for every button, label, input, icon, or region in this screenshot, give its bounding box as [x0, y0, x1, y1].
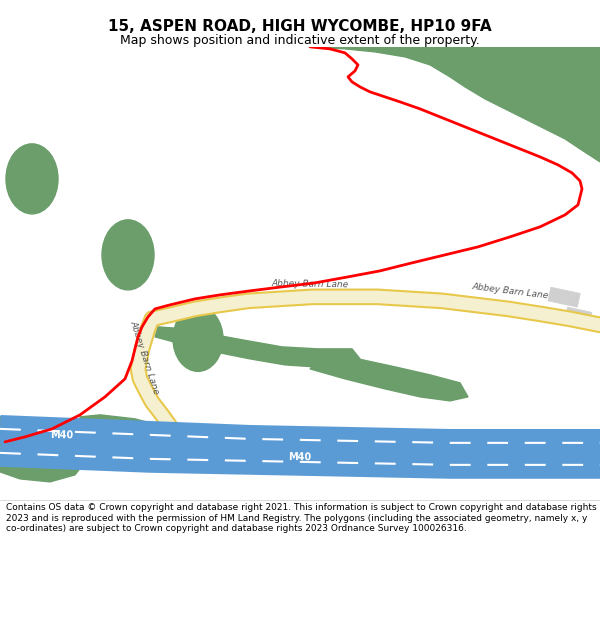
Polygon shape [580, 47, 600, 67]
Ellipse shape [102, 220, 154, 290]
Text: Abbey Barn Lane: Abbey Barn Lane [129, 319, 161, 395]
Bar [228, 296, 242, 305]
Polygon shape [155, 327, 360, 367]
Text: M40: M40 [289, 452, 311, 462]
Text: Contains OS data © Crown copyright and database right 2021. This information is : Contains OS data © Crown copyright and d… [6, 503, 596, 533]
Bar [548, 287, 580, 307]
Text: Abbey Barn Lane: Abbey Barn Lane [471, 282, 549, 301]
Text: 15, ASPEN ROAD, HIGH WYCOMBE, HP10 9FA: 15, ASPEN ROAD, HIGH WYCOMBE, HP10 9FA [108, 19, 492, 34]
Polygon shape [310, 355, 468, 401]
Text: Map shows position and indicative extent of the property.: Map shows position and indicative extent… [120, 34, 480, 47]
Polygon shape [0, 417, 85, 482]
Bar [565, 307, 592, 324]
Ellipse shape [6, 144, 58, 214]
Text: M40: M40 [50, 429, 74, 440]
Bar [250, 299, 261, 307]
Ellipse shape [173, 306, 223, 371]
Polygon shape [80, 415, 225, 462]
Text: Abbey Barn Lane: Abbey Barn Lane [271, 279, 349, 289]
Polygon shape [310, 47, 600, 162]
